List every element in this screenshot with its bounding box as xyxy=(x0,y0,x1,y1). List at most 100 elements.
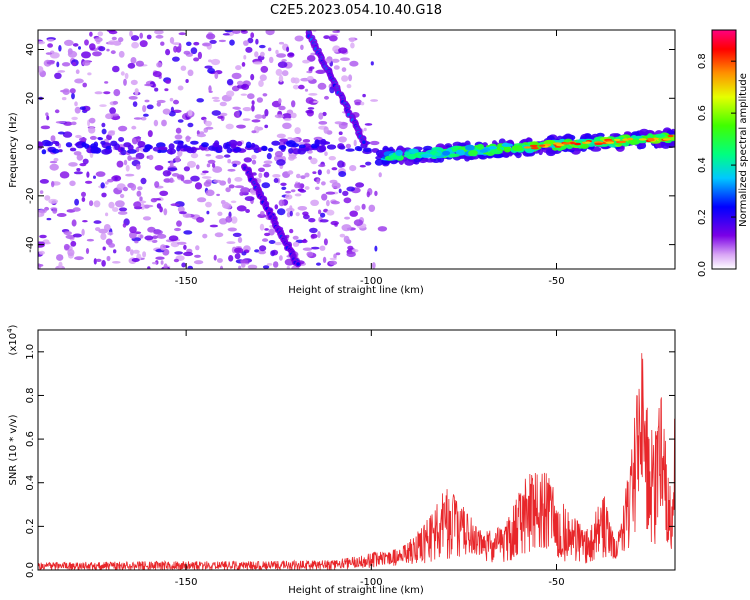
spectrogram-blob xyxy=(338,188,342,194)
spectrogram-blob xyxy=(292,84,300,90)
spectrogram-blob xyxy=(167,167,178,171)
spectrogram-blob xyxy=(282,122,292,129)
spectrogram-blob xyxy=(153,229,163,235)
spectrogram-blob xyxy=(231,72,242,80)
spectrogram-blob xyxy=(71,92,75,100)
spectrogram-blob xyxy=(287,137,293,140)
spectrogram-blob xyxy=(260,65,269,73)
spectrogram-blob xyxy=(404,151,411,156)
spectrogram-blob xyxy=(235,65,242,71)
spectrogram-blob xyxy=(226,78,234,86)
spectrogram-blob xyxy=(209,224,219,228)
spectrogram-blob xyxy=(118,125,128,132)
spectrogram-blob xyxy=(140,177,147,185)
spectrogram-blob xyxy=(243,55,247,60)
spectrogram-blob xyxy=(281,113,292,120)
spectrogram-blob xyxy=(241,251,247,256)
spectrogram-blob xyxy=(38,264,44,267)
spectrogram-blob xyxy=(158,146,168,151)
spectrogram-blob xyxy=(136,190,142,197)
spectrogram-blob xyxy=(343,197,352,204)
spectrogram-blob xyxy=(281,70,289,77)
spectrogram-blob xyxy=(73,171,83,175)
spectrogram-blob xyxy=(319,245,326,251)
spectrogram-blob xyxy=(289,156,297,160)
spectrogram-blob xyxy=(275,68,283,76)
figure-title: C2E5.2023.054.10.40.G18 xyxy=(270,3,442,18)
spectrogram-blob xyxy=(368,204,376,212)
spectrogram-ylabel: Frequency (Hz) xyxy=(8,112,19,188)
spectrogram-blob xyxy=(538,144,546,147)
spectrogram-blob xyxy=(123,78,127,86)
spectrogram-blob xyxy=(111,36,117,41)
spectrogram-blob xyxy=(82,158,89,165)
spectrogram-blob xyxy=(155,256,165,260)
colorbar-label: Normalized spectral amplitude xyxy=(738,73,749,227)
spectrogram-blob xyxy=(468,150,475,157)
spectrogram-blob xyxy=(264,228,269,231)
spectrogram-blob xyxy=(236,141,243,147)
colorbar-tick-label: 0.6 xyxy=(697,105,708,121)
spectrogram-blob xyxy=(38,209,47,214)
spectrogram-blob xyxy=(502,153,510,158)
spectrogram-blob xyxy=(488,145,497,150)
spectrogram-blob xyxy=(234,253,241,260)
spectrogram-blob xyxy=(142,216,152,221)
spectrogram-blob xyxy=(318,209,322,215)
spectrogram-blob xyxy=(574,142,582,146)
spectrogram-blob xyxy=(63,121,73,126)
spectrogram-blob xyxy=(134,90,139,96)
spectrogram-blob xyxy=(131,125,137,130)
spectrogram-blob xyxy=(156,101,161,107)
spectrogram-blob xyxy=(289,210,293,217)
spectrogram-blob xyxy=(292,241,300,247)
spectrogram-blob xyxy=(182,213,192,219)
spectrogram-blob xyxy=(143,113,149,117)
spectrogram-blob xyxy=(170,203,180,207)
spectrogram-blob xyxy=(105,113,113,120)
spectrogram-blob xyxy=(190,47,198,55)
spectrogram-blob xyxy=(355,182,365,188)
spectrogram-blob xyxy=(72,207,81,212)
spectrogram-blob xyxy=(341,224,352,232)
spectrogram-blob xyxy=(196,98,204,103)
spectrogram-blob xyxy=(359,164,366,168)
spectrogram-blob xyxy=(254,51,259,58)
spectrogram-blob xyxy=(177,119,184,123)
spectrogram-blob xyxy=(294,127,301,135)
spectrogram-blob xyxy=(332,30,341,34)
spectrogram-blob xyxy=(65,142,73,148)
spectrogram-blob xyxy=(177,206,185,213)
spectrogram-ticks: -150 -100 -50 -40 -20 0 20 40 xyxy=(25,30,675,287)
spectrogram-blob xyxy=(371,262,376,269)
spectrogram-blob xyxy=(200,172,206,176)
spectrogram-blob xyxy=(288,148,294,154)
spectrogram-blob xyxy=(92,51,102,57)
spectrogram-blob xyxy=(125,245,131,252)
spectrogram-blob xyxy=(294,183,300,189)
spectrogram-blob xyxy=(93,220,102,224)
spectrogram-blob xyxy=(187,109,193,117)
spectrogram-blob xyxy=(154,87,159,92)
spectrogram-blob xyxy=(74,101,78,107)
spectrogram-blob xyxy=(82,82,87,88)
spectrogram-blob xyxy=(74,198,79,206)
spectrogram-blob xyxy=(130,157,140,160)
spectrogram-blob xyxy=(179,211,187,215)
spectrogram-blob xyxy=(318,112,324,120)
spectrogram-blob xyxy=(101,192,107,198)
x-tick-label: -50 xyxy=(548,577,564,588)
spectrogram-blob xyxy=(308,218,316,223)
snr-xlabel: Height of straight line (km) xyxy=(288,585,424,596)
spectrogram-blob xyxy=(305,109,314,114)
spectrogram-blob xyxy=(58,45,62,52)
spectrogram-blob xyxy=(300,175,306,180)
spectrogram-blob xyxy=(335,252,341,256)
spectrogram-blob xyxy=(103,224,111,231)
spectrogram-blob xyxy=(302,211,309,216)
spectrogram-blob xyxy=(286,46,290,53)
spectrogram-panel: -150 -100 -50 -40 -20 0 20 40 Height of straigh… xyxy=(8,29,676,296)
spectrogram-blob xyxy=(82,60,91,66)
spectrogram-blob xyxy=(152,261,157,265)
spectrogram-blob xyxy=(129,30,133,37)
